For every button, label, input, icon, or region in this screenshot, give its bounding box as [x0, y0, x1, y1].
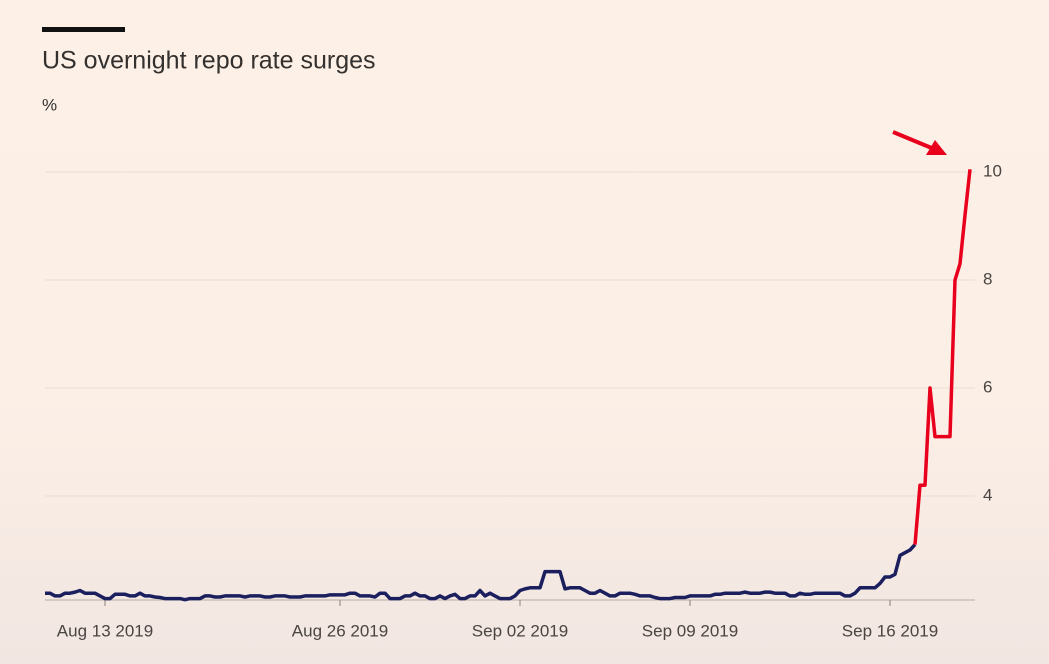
annotation-arrow	[892, 130, 947, 155]
x-tick-label: Aug 13 2019	[57, 621, 153, 640]
x-tick-label: Sep 09 2019	[642, 621, 738, 640]
x-tick-label: Sep 02 2019	[472, 621, 568, 640]
y-tick-label: 10	[983, 161, 1002, 180]
chart-title: US overnight repo rate surges	[42, 47, 376, 75]
y-tick-label: 4	[983, 485, 992, 504]
x-tick-label: Sep 16 2019	[842, 621, 938, 640]
series-line	[913, 169, 972, 545]
title-bar	[42, 27, 125, 32]
y-tick-label: 8	[983, 269, 992, 288]
series-line	[45, 543, 917, 602]
y-unit: %	[42, 95, 57, 114]
x-tick-label: Aug 26 2019	[292, 621, 388, 640]
y-tick-label: 6	[983, 377, 992, 396]
